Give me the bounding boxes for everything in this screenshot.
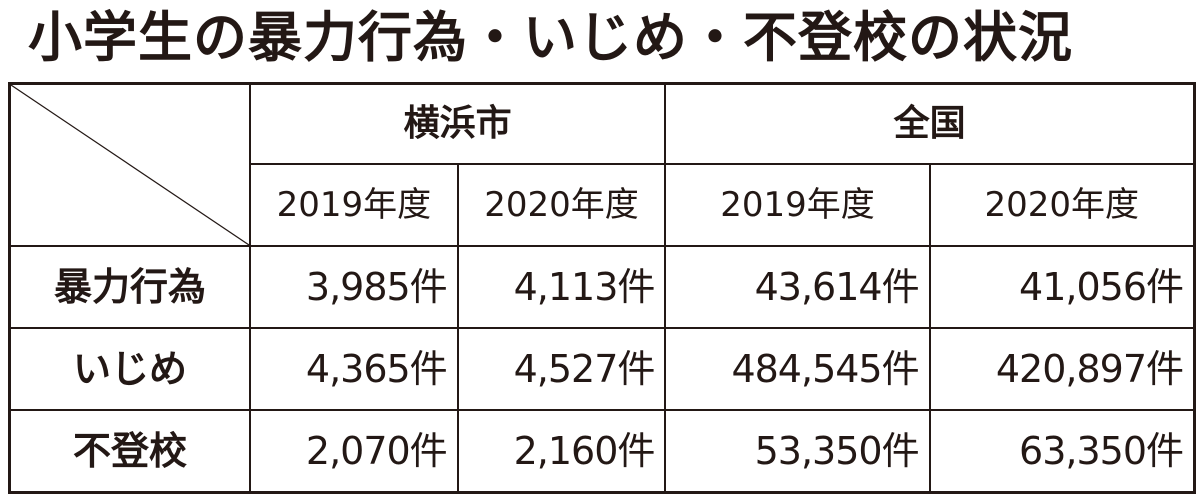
row-header: 暴力行為 [8,245,251,329]
corner-cell [8,82,251,247]
page-title: 小学生の暴力行為・いじめ・不登校の状況 [28,6,1073,69]
table-cell: 41,056件 [928,245,1196,329]
table-row: 暴力行為 3,985件 4,113件 43,614件 41,056件 [8,245,1196,329]
group-header-national: 全国 [664,82,1196,165]
table-cell: 3,985件 [249,245,459,329]
table-row: いじめ 4,365件 4,527件 484,545件 420,897件 [8,327,1196,411]
table-cell: 484,545件 [664,327,931,411]
table-cell: 4,113件 [456,245,667,329]
table-cell: 63,350件 [928,409,1196,494]
table-cell: 2,160件 [456,409,667,494]
year-header: 2019年度 [249,163,459,247]
table-cell: 53,350件 [664,409,931,494]
header-row-groups: 横浜市 全国 [8,82,1196,247]
table-cell: 4,365件 [249,327,459,411]
table-cell: 4,527件 [456,327,667,411]
year-header: 2019年度 [664,163,931,247]
year-header: 2020年度 [456,163,667,247]
table-cell: 420,897件 [928,327,1196,411]
header-row-years: 2019年度 2020年度 2019年度 2020年度 [10,163,1196,247]
year-header: 2020年度 [928,163,1196,247]
group-header-yokohama: 横浜市 [248,82,667,165]
table-cell: 2,070件 [249,409,459,494]
row-header: いじめ [8,327,251,411]
statistics-table: 横浜市 全国 2019年度 2020年度 2019年度 2020年度 暴力行為 … [8,82,1196,494]
diagonal-line [11,85,249,245]
table-cell: 43,614件 [664,245,931,329]
table-row: 不登校 2,070件 2,160件 53,350件 63,350件 [8,409,1196,494]
row-header: 不登校 [8,409,251,494]
